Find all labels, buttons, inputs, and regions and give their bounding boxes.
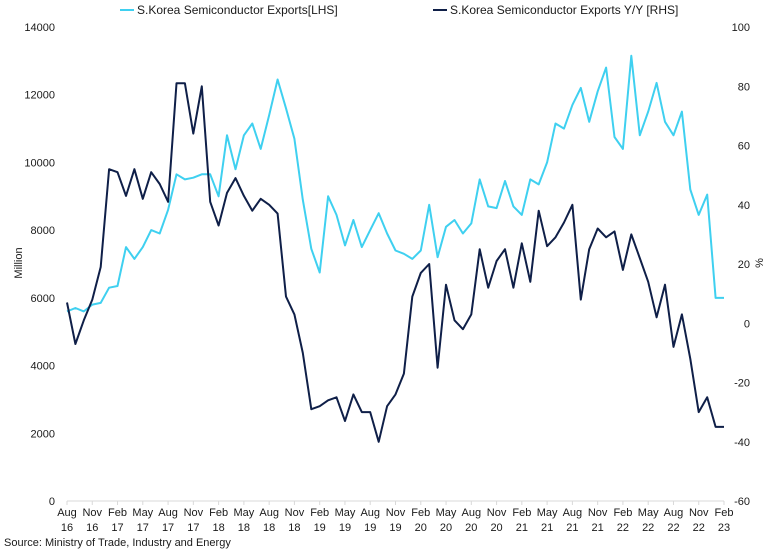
x-tick-label-month: Feb	[715, 507, 734, 519]
x-tick-label-year: 22	[667, 522, 679, 534]
legend-label-exports-yoy: S.Korea Semiconductor Exports Y/Y [RHS]	[450, 3, 679, 17]
x-tick-label-year: 18	[263, 522, 275, 534]
x-tick-label-year: 19	[339, 522, 351, 534]
x-tick-label-year: 20	[415, 522, 427, 534]
x-tick-label-year: 22	[693, 522, 705, 534]
y-right-tick-label: 80	[738, 81, 750, 93]
x-tick-label-month: Feb	[512, 507, 531, 519]
y-right-tick-label: 60	[738, 141, 750, 153]
x-tick-label-year: 20	[490, 522, 502, 534]
x-tick-label-month: May	[537, 507, 558, 519]
x-tick-label-year: 20	[440, 522, 452, 534]
x-tick-label-year: 18	[238, 522, 250, 534]
x-tick-label-year: 19	[364, 522, 376, 534]
y-left-tick-label: 4000	[31, 361, 55, 373]
x-tick-label-month: Nov	[82, 507, 102, 519]
x-tick-label-year: 16	[86, 522, 98, 534]
x-tick-label-year: 16	[61, 522, 73, 534]
x-tick-label-year: 22	[617, 522, 629, 534]
x-tick-label-month: Nov	[184, 507, 204, 519]
x-tick-label-month: Nov	[285, 507, 305, 519]
legend-item-exports: S.Korea Semiconductor Exports[LHS]	[120, 3, 338, 17]
x-tick-label-month: Feb	[613, 507, 632, 519]
legend-swatch-exports	[120, 9, 134, 11]
x-tick-label-year: 18	[212, 522, 224, 534]
x-tick-label-year: 17	[187, 522, 199, 534]
y-left-tick-label: 10000	[24, 157, 55, 169]
x-tick-label-month: May	[132, 507, 153, 519]
x-tick-label-month: Nov	[588, 507, 608, 519]
x-tick-label-year: 19	[314, 522, 326, 534]
x-tick-label-year: 21	[566, 522, 578, 534]
x-tick-label-month: Aug	[462, 507, 482, 519]
x-tick-label-year: 19	[389, 522, 401, 534]
legend-item-exports-yoy: S.Korea Semiconductor Exports Y/Y [RHS]	[433, 3, 678, 17]
x-tick-label-month: Feb	[411, 507, 430, 519]
x-tick-label-month: Nov	[689, 507, 709, 519]
x-tick-label-year: 22	[642, 522, 654, 534]
y-right-tick-label: 0	[744, 318, 750, 330]
y-left-tick-label: 0	[49, 496, 55, 508]
y-right-tick-label: 100	[732, 22, 750, 34]
y-left-tick-label: 2000	[31, 428, 55, 440]
x-tick-label-month: Aug	[259, 507, 279, 519]
legend-label-exports: S.Korea Semiconductor Exports[LHS]	[137, 3, 338, 17]
x-tick-label-month: Aug	[360, 507, 380, 519]
series-line-exports	[66, 54, 724, 313]
x-tick-label-month: Aug	[57, 507, 77, 519]
x-tick-label-month: Aug	[664, 507, 684, 519]
y-axis-left-label: Million	[13, 247, 25, 278]
y-left-tick-label: 12000	[24, 90, 55, 102]
x-tick-label-month: Aug	[158, 507, 178, 519]
x-tick-label-year: 20	[465, 522, 477, 534]
y-left-tick-label: 6000	[31, 293, 55, 305]
y-right-tick-label: 40	[738, 200, 750, 212]
series-line-exports-yoy	[66, 82, 724, 443]
series-exports	[66, 54, 725, 313]
x-tick-label-year: 21	[592, 522, 604, 534]
source-note: Source: Ministry of Trade, Industry and …	[4, 537, 231, 549]
y-left-tick-label: 8000	[31, 225, 55, 237]
x-tick-label-month: Feb	[310, 507, 329, 519]
legend-swatch-exports-yoy	[433, 9, 447, 11]
x-tick-label-month: May	[233, 507, 254, 519]
x-tick-label-month: Feb	[209, 507, 228, 519]
x-tick-label-month: Nov	[386, 507, 406, 519]
x-tick-label-year: 21	[541, 522, 553, 534]
x-tick-label-year: 23	[718, 522, 730, 534]
y-right-tick-label: -60	[734, 496, 750, 508]
x-tick-label-year: 17	[162, 522, 174, 534]
y-left-tick-label: 14000	[24, 22, 55, 34]
y-right-tick-label: -40	[734, 437, 750, 449]
x-tick-label-year: 21	[516, 522, 528, 534]
series-exports-yoy	[66, 82, 725, 443]
chart-axes: 0 2000 4000 6000 8000 10000 12000 14000 -60 -40 -2…	[24, 22, 750, 534]
y-axis-right-label: %	[754, 258, 766, 268]
y-right-tick-label: 20	[738, 259, 750, 271]
x-tick-label-month: Feb	[108, 507, 127, 519]
y-right-tick-label: -20	[734, 378, 750, 390]
x-tick-label-month: Aug	[563, 507, 583, 519]
x-tick-label-month: May	[335, 507, 356, 519]
x-tick-label-year: 17	[111, 522, 123, 534]
x-tick-label-month: May	[638, 507, 659, 519]
x-tick-label-year: 17	[137, 522, 149, 534]
x-tick-label-month: Nov	[487, 507, 507, 519]
chart-series-layer	[66, 54, 725, 443]
x-tick-label-month: May	[436, 507, 457, 519]
x-tick-label-year: 18	[288, 522, 300, 534]
chart-legend: S.Korea Semiconductor Exports[LHS] S.Kor…	[0, 3, 770, 21]
